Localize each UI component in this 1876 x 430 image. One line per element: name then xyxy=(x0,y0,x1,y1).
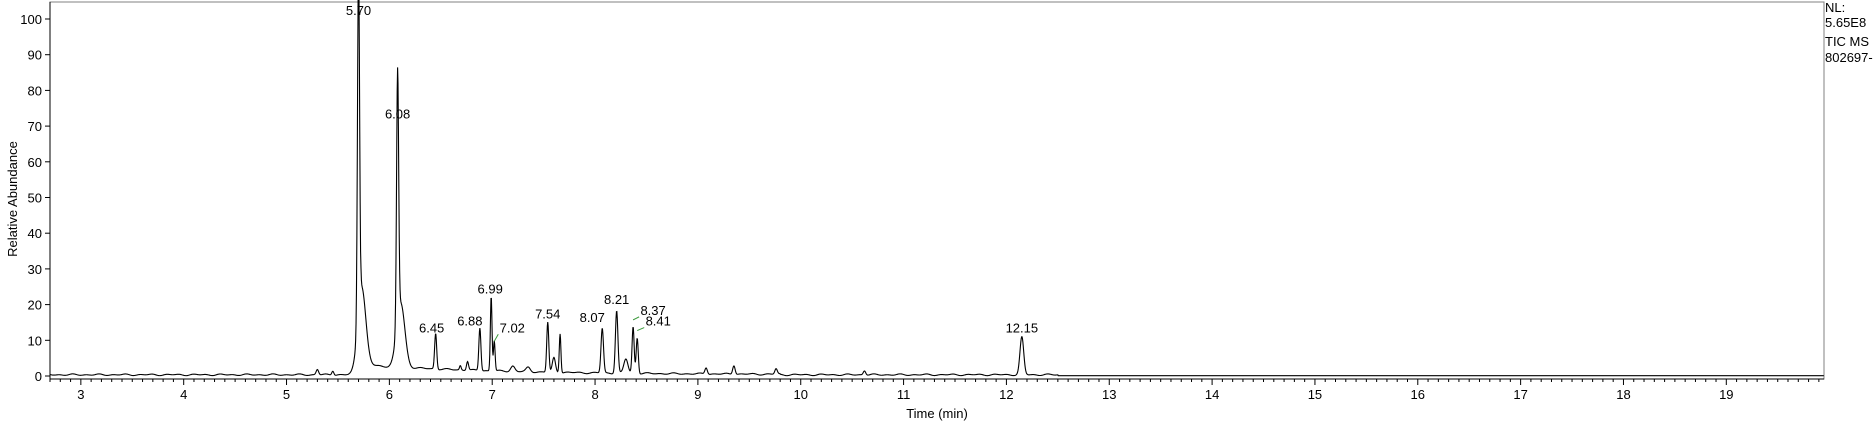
y-axis-ticks: 0 10 20 30 40 50 60 70 80 90 100 xyxy=(20,12,50,384)
x-tick-label: 8 xyxy=(591,387,598,402)
y-axis-title: Relative Abundance xyxy=(5,141,20,257)
peak-label: 5.70 xyxy=(346,3,371,18)
x-tick-label: 19 xyxy=(1719,387,1733,402)
y-tick-label: 30 xyxy=(28,262,42,277)
peak-label: 8.21 xyxy=(604,292,629,307)
x-axis-title: Time (min) xyxy=(906,406,968,421)
y-tick-label: 80 xyxy=(28,83,42,98)
norm-level-label: NL: xyxy=(1825,0,1846,15)
tic-trace xyxy=(49,0,1824,377)
peak-label: 6.99 xyxy=(478,281,503,296)
y-tick-label: 100 xyxy=(20,12,42,27)
peak-label: 6.88 xyxy=(457,314,482,329)
peak-labels: 5.70 6.08 6.45 6.88 6.99 7.02 7.54 8.07 8.21 8.37… xyxy=(346,3,1039,342)
peak-label: 7.54 xyxy=(535,306,560,321)
x-axis-ticks: 3 4 5 6 7 8 9 10 11 12 13 14 15 16 17 18 19 xyxy=(49,379,1820,402)
x-tick-label: 14 xyxy=(1205,387,1219,402)
y-tick-label: 0 xyxy=(35,369,42,384)
peak-label: 8.37 xyxy=(640,303,665,318)
y-tick-label: 10 xyxy=(28,333,42,348)
peak-label: 8.41 xyxy=(646,314,671,329)
x-tick-label: 6 xyxy=(386,387,393,402)
scan-filter-label: TIC MS xyxy=(1825,34,1870,49)
x-tick-label: 10 xyxy=(794,387,808,402)
peak-label-connector xyxy=(637,327,645,332)
peak-label: 12.15 xyxy=(1006,321,1039,336)
x-tick-label: 5 xyxy=(283,387,290,402)
x-tick-label: 16 xyxy=(1411,387,1425,402)
y-tick-label: 90 xyxy=(28,48,42,63)
norm-level-value: 5.65E8 xyxy=(1825,15,1867,30)
x-tick-label: 11 xyxy=(897,387,911,402)
x-tick-label: 17 xyxy=(1513,387,1527,402)
peak-label-connector xyxy=(493,334,499,342)
y-tick-label: 40 xyxy=(28,226,42,241)
x-tick-label: 9 xyxy=(694,387,701,402)
y-tick-label: 70 xyxy=(28,119,42,134)
x-tick-label: 18 xyxy=(1616,387,1630,402)
x-tick-label: 4 xyxy=(180,387,187,402)
y-tick-label: 50 xyxy=(28,191,42,206)
sample-name-label: 802697- xyxy=(1825,50,1873,65)
y-tick-label: 20 xyxy=(28,298,42,313)
peak-label: 6.08 xyxy=(385,107,410,122)
peak-label: 7.02 xyxy=(500,320,525,335)
x-tick-label: 13 xyxy=(1102,387,1116,402)
x-tick-label: 7 xyxy=(489,387,496,402)
y-tick-label: 60 xyxy=(28,155,42,170)
plot-frame xyxy=(49,1,1825,380)
peak-label: 8.07 xyxy=(580,310,605,325)
x-tick-label: 12 xyxy=(999,387,1013,402)
peak-label-connector xyxy=(632,316,640,321)
x-tick-label: 3 xyxy=(77,387,84,402)
x-tick-label: 15 xyxy=(1308,387,1322,402)
peak-label: 6.45 xyxy=(419,321,444,336)
